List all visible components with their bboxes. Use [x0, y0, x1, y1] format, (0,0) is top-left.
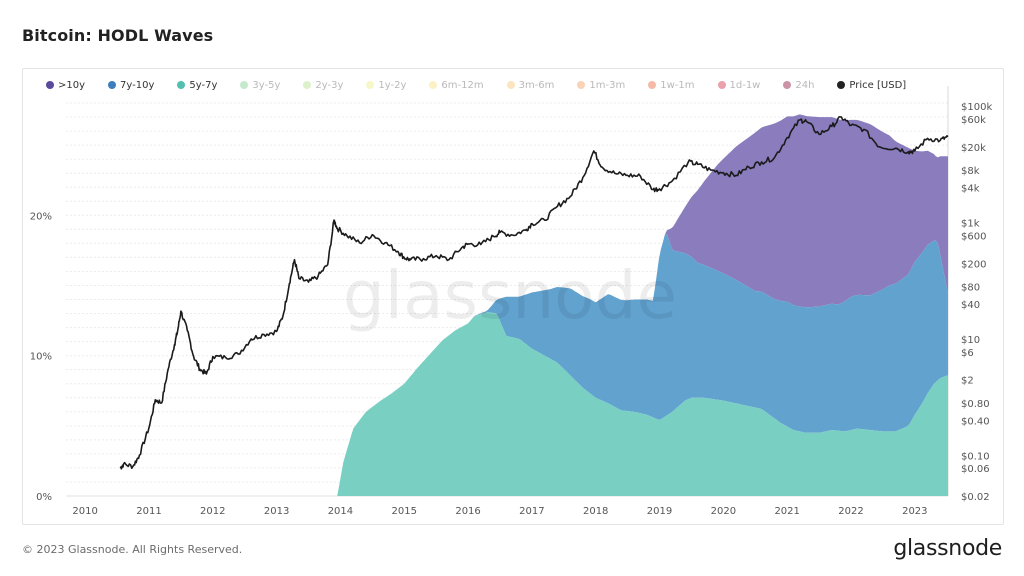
price-line-group: [119, 116, 949, 470]
y-axis-left-ticks: 0% 10% 20%: [30, 211, 52, 503]
y-right-tick-label: $4k: [961, 184, 980, 195]
y-right-tick-label: $1k: [961, 219, 980, 230]
x-tick-label: 2010: [72, 506, 97, 517]
area-bands: [337, 114, 948, 497]
y-right-tick-label: $0.80: [961, 399, 990, 410]
x-tick-label: 2011: [136, 506, 161, 517]
legend-label: 1y-2y: [378, 79, 407, 91]
x-tick-label: 2018: [583, 506, 608, 517]
watermark-text: glassnode: [343, 257, 677, 334]
legend-item[interactable]: Price [USD]: [837, 80, 906, 91]
x-tick-label: 2017: [519, 506, 544, 517]
y-right-tick-label: $0.10: [961, 451, 990, 462]
legend-item[interactable]: 24h: [783, 80, 814, 91]
legend-label: 1d-1w: [729, 79, 761, 91]
legend-swatch: [429, 81, 438, 89]
legend-label: 6m-12m: [441, 79, 484, 91]
legend-swatch: [46, 81, 54, 89]
y-right-tick-label: $20k: [961, 143, 986, 154]
legend-swatch: [717, 81, 726, 89]
y-right-tick-label: $0.40: [961, 416, 990, 427]
x-tick-label: 2020: [711, 506, 736, 517]
legend-label: 1w-1m: [660, 79, 695, 91]
x-tick-label: 2013: [264, 506, 289, 517]
glassnode-logo: glassnode: [893, 536, 1002, 561]
legend-swatch: [837, 81, 846, 89]
x-tick-label: 2022: [838, 506, 863, 517]
y-left-tick-label: 0%: [36, 492, 52, 503]
x-tick-label: 2014: [328, 506, 353, 517]
y-right-tick-label: $80: [961, 282, 980, 293]
legend-item[interactable]: 1m-3m: [577, 80, 625, 91]
legend-item[interactable]: 3m-6m: [506, 79, 555, 91]
legend-label: 3m-6m: [518, 79, 555, 91]
y-right-tick-label: $0.02: [961, 492, 990, 503]
y-axis-right-ticks: $100k $60k $20k $8k $4k $1k $600 $200 $80 $40 $10 $…: [961, 102, 992, 503]
y-right-tick-label: $40: [961, 300, 980, 311]
x-tick-label: 2023: [902, 506, 927, 517]
legend-swatch: [240, 81, 249, 89]
band-over-10y: [337, 114, 948, 497]
legend-item[interactable]: 6m-12m: [429, 79, 484, 91]
legend-label: 7y-10y: [120, 79, 155, 91]
legend-label: Price [USD]: [849, 79, 907, 91]
x-axis-ticks: 2010 2011 2012 2013 2014 2015 2016 2017 2018 2019…: [72, 506, 927, 517]
y-right-tick-label: $6: [961, 348, 974, 359]
y-right-tick-label: $200: [961, 259, 986, 270]
legend-swatch: [783, 81, 792, 89]
legend-swatch: [108, 81, 117, 89]
y-left-tick-label: 10%: [30, 352, 52, 363]
legend-item[interactable]: 1y-2y: [366, 80, 406, 91]
legend-item[interactable]: 2y-3y: [303, 80, 343, 91]
page-title: Bitcoin: HODL Waves: [22, 26, 214, 45]
price-line: [119, 116, 949, 470]
legend-label: 3y-5y: [252, 79, 281, 91]
legend-swatch: [577, 81, 586, 89]
y-right-tick-label: $100k: [961, 102, 992, 113]
y-right-tick-label: $600: [961, 232, 986, 243]
legend-swatch: [303, 81, 312, 89]
legend-label: >10y: [58, 79, 86, 91]
y-right-tick-label: $2: [961, 376, 974, 387]
legend-item[interactable]: 5y-7y: [177, 80, 217, 91]
x-tick-label: 2021: [774, 506, 799, 517]
legend-label: 5y-7y: [189, 79, 218, 91]
legend-swatch: [366, 81, 375, 89]
legend-label: 1m-3m: [589, 79, 626, 91]
legend-item[interactable]: 7y-10y: [108, 80, 154, 91]
y-right-tick-label: $10: [961, 335, 980, 346]
x-tick-label: 2012: [200, 506, 225, 517]
y-right-tick-label: $8k: [961, 166, 980, 177]
legend-item[interactable]: 1w-1m: [648, 79, 695, 91]
x-tick-label: 2016: [455, 506, 480, 517]
chart-legend: >10y 7y-10y 5y-7y 3y-5y 2y-3y 1y-2y 6m-12m 3m-6…: [46, 78, 929, 92]
y-right-tick-label: $60k: [961, 115, 986, 126]
x-tick-label: 2015: [392, 506, 417, 517]
y-left-tick-label: 20%: [30, 211, 52, 222]
band-5y-7y: [337, 312, 948, 496]
x-tick-label: 2019: [647, 506, 672, 517]
legend-label: 24h: [795, 79, 815, 91]
legend-item[interactable]: 1d-1w: [717, 79, 761, 91]
legend-swatch: [506, 81, 515, 89]
footer-copyright: © 2023 Glassnode. All Rights Reserved.: [22, 543, 243, 556]
legend-swatch: [648, 81, 657, 89]
y-right-tick-label: $0.06: [961, 464, 990, 475]
legend-swatch: [177, 81, 186, 89]
legend-item[interactable]: 3y-5y: [240, 80, 280, 91]
band-7y-10y: [337, 234, 948, 496]
legend-item[interactable]: >10y: [46, 80, 85, 91]
legend-label: 2y-3y: [315, 79, 344, 91]
